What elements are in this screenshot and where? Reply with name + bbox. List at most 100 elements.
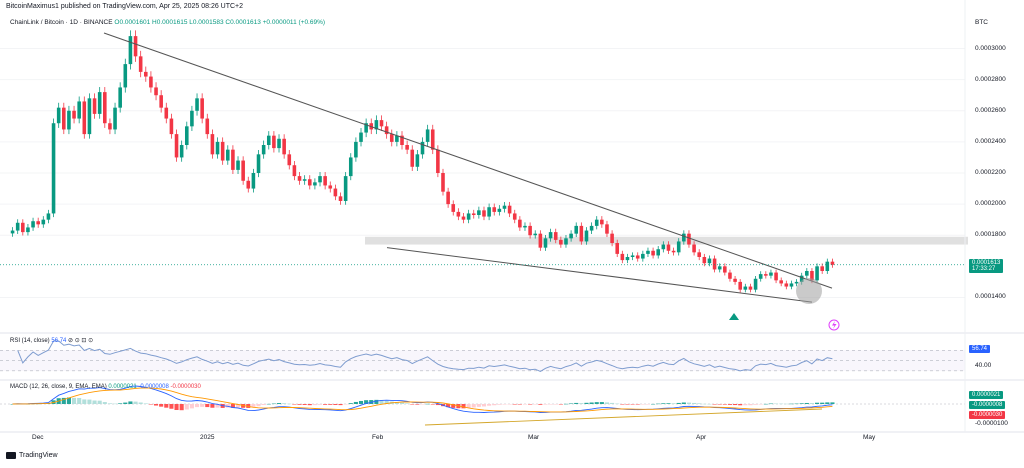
candle-body <box>159 95 163 108</box>
macd-histogram-bar <box>794 403 799 405</box>
macd-histogram-bar <box>425 403 430 405</box>
candle-body <box>72 110 76 119</box>
macd-histogram-bar <box>394 402 399 404</box>
macd-histogram-bar <box>656 403 661 405</box>
candle-body <box>564 238 568 245</box>
macd-hist-value: 0.0000021 <box>108 384 137 390</box>
candle-body <box>26 227 30 233</box>
candle-body <box>543 238 548 248</box>
macd-histogram-bar <box>133 401 138 404</box>
macd-histogram-bar <box>210 404 215 408</box>
rsi-pane[interactable] <box>0 340 965 372</box>
macd-histogram-bar <box>753 404 758 405</box>
currency-label: BTC <box>975 19 988 26</box>
macd-histogram-bar <box>61 397 66 404</box>
candle-body <box>205 118 210 135</box>
macd-histogram-bar <box>435 404 440 406</box>
candle-body <box>343 176 348 201</box>
macd-histogram-bar <box>558 404 563 405</box>
candle-body <box>297 176 302 181</box>
macd-histogram-bar <box>784 403 789 405</box>
macd-histogram-bar <box>87 399 92 404</box>
candle-body <box>410 149 415 167</box>
macd-histogram-bar <box>640 404 645 405</box>
candle-body <box>395 135 399 142</box>
candle-body <box>707 258 712 264</box>
macd-histogram-bar <box>451 404 456 408</box>
candle-body <box>774 272 778 281</box>
candle-body <box>784 283 789 287</box>
macd-histogram-bar <box>338 404 343 406</box>
candle-body <box>133 36 138 57</box>
candle-body <box>97 92 102 114</box>
candle-body <box>266 135 271 145</box>
macd-histogram-bar <box>476 404 481 407</box>
breakout-highlight <box>796 278 822 304</box>
macd-histogram-bar <box>102 402 107 404</box>
candle-body <box>313 182 317 186</box>
candle-body <box>272 135 276 149</box>
symbol-name[interactable]: ChainLink / Bitcoin · 1D · BINANCE <box>10 19 113 26</box>
macd-histogram-bar <box>118 403 123 404</box>
macd-histogram-bar <box>420 404 425 405</box>
macd-histogram-bar <box>804 402 809 404</box>
candle-body <box>646 250 650 254</box>
candle-body <box>430 129 435 150</box>
macd-histogram-bar <box>169 404 174 409</box>
resistance-trendline[interactable] <box>103 32 833 289</box>
macd-histogram-bar <box>533 404 538 405</box>
flash-icon[interactable] <box>828 319 840 331</box>
macd-histogram-bar <box>733 404 738 406</box>
macd-histogram-bar <box>815 402 820 404</box>
candle-body <box>661 244 666 250</box>
candle-body <box>651 250 655 256</box>
footer-brand[interactable]: TradingView <box>19 452 58 459</box>
macd-histogram-bar <box>604 402 610 404</box>
candle-body <box>333 188 338 197</box>
candle-body <box>282 138 286 155</box>
price-axis-label: 0.0001400 <box>975 293 1006 301</box>
macd-histogram-bar <box>97 400 102 404</box>
macd-pane[interactable] <box>0 385 965 426</box>
candle-body <box>149 76 153 88</box>
candle-body <box>687 233 691 245</box>
macd-histogram-bar <box>302 404 307 405</box>
tradingview-logo-icon <box>6 452 16 459</box>
candle-body <box>77 101 81 119</box>
candle-body <box>318 176 322 183</box>
candle-body <box>138 56 143 72</box>
candle-body <box>507 205 512 214</box>
candle-body <box>36 221 40 225</box>
support-trendline[interactable] <box>386 247 813 303</box>
macd-histogram-bar <box>471 404 476 408</box>
macd-histogram-bar <box>579 403 584 404</box>
candle-body <box>46 213 51 220</box>
candle-body <box>810 271 814 281</box>
candle-body <box>87 98 92 135</box>
candle-body <box>400 135 404 145</box>
price-axis-label: 0.0002800 <box>975 75 1006 83</box>
candle-body <box>128 36 133 65</box>
candle-body <box>118 87 122 108</box>
candle-body <box>215 141 220 155</box>
macd-histogram-bar <box>466 404 471 408</box>
macd-histogram-bar <box>507 404 512 405</box>
candle-body <box>743 286 748 290</box>
rsi-legend[interactable]: RSI (14, close) 56.74 ⊘ ⊙ ⊡ ⊙ <box>10 337 93 344</box>
macd-histogram-bar <box>758 404 763 405</box>
macd-histogram-bar <box>502 404 507 405</box>
macd-legend[interactable]: MACD (12, 26, close, 9, EMA, EMA) 0.0000… <box>10 384 201 390</box>
macd-histogram-bar <box>364 400 369 404</box>
time-axis-label: 2025 <box>200 434 215 441</box>
macd-histogram-bar <box>574 402 579 404</box>
candle-body <box>210 134 215 155</box>
macd-histogram-bar <box>174 404 179 411</box>
candle-body <box>292 165 297 177</box>
candle-body <box>379 120 384 127</box>
macd-histogram-bar <box>481 404 487 407</box>
macd-histogram-bar <box>615 403 620 405</box>
macd-histogram-bar <box>379 400 384 404</box>
macd-histogram-bar <box>707 403 712 405</box>
candle-body <box>236 160 240 170</box>
